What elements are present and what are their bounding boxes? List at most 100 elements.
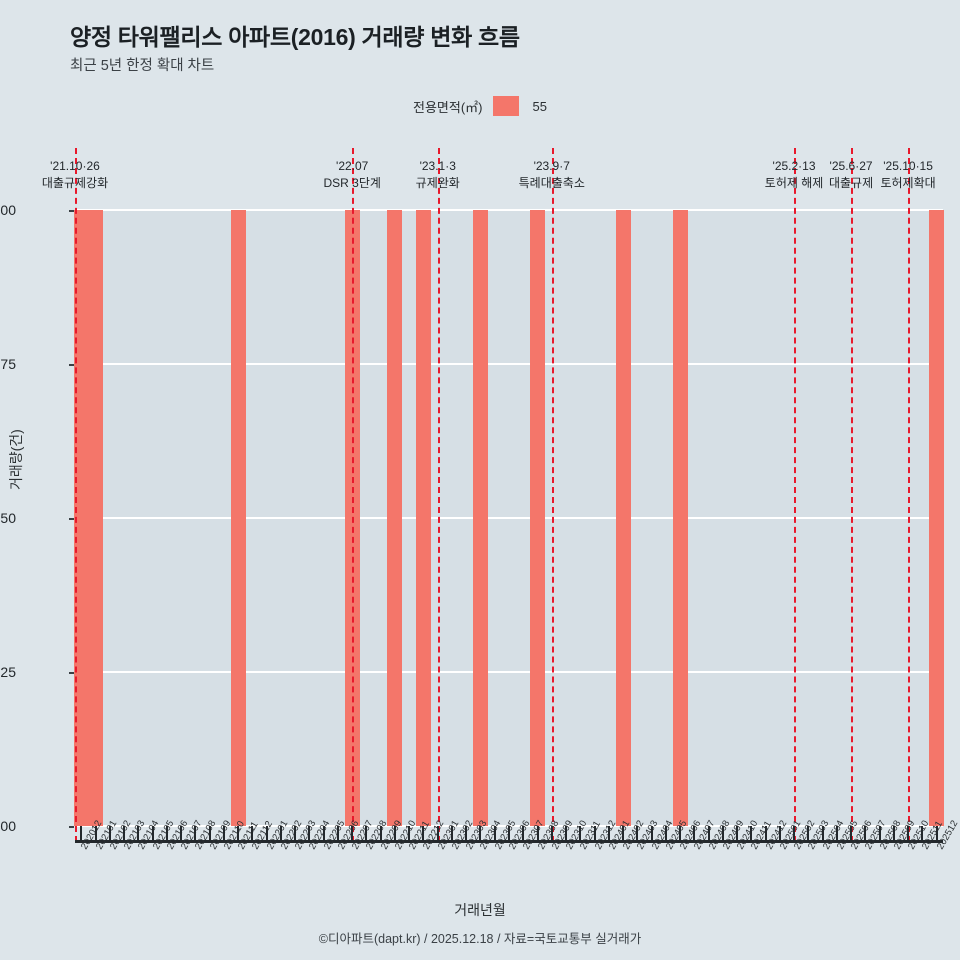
x-axis-tick-mark <box>793 826 796 840</box>
x-axis-tick-mark <box>721 826 724 840</box>
event-line <box>794 148 797 842</box>
y-axis-tick-mark <box>69 518 74 520</box>
legend-title: 전용면적(㎡) <box>413 99 483 115</box>
x-axis-tick-mark <box>279 826 282 840</box>
x-axis-title: 거래년월 <box>454 902 506 918</box>
x-axis-tick-mark <box>764 826 767 840</box>
gridline <box>75 363 943 365</box>
event-date: '23.9·7 <box>533 159 570 173</box>
event-line <box>437 148 440 842</box>
x-axis-tick-mark <box>778 826 781 840</box>
event-date: '22.07 <box>336 159 369 173</box>
x-axis-tick-mark <box>94 826 97 840</box>
bar[interactable] <box>73 210 89 826</box>
event-annotation: '23.9·7 특례대출축소 <box>519 158 585 192</box>
x-axis-tick-mark <box>365 826 368 840</box>
x-axis-tick-mark <box>123 826 126 840</box>
chart-footer: ©디아파트(dapt.kr) / 2025.12.18 / 자료=국토교통부 실… <box>318 932 642 946</box>
y-axis-tick-label: 1.00 <box>0 202 16 218</box>
chart-legend: 전용면적(㎡) 55 <box>0 96 960 116</box>
x-axis-tick-mark <box>422 826 425 840</box>
x-axis-tick-mark <box>493 826 496 840</box>
x-axis-tick-mark <box>237 826 240 840</box>
x-axis-tick-mark <box>750 826 753 840</box>
y-axis-tick-mark <box>69 364 74 366</box>
x-axis-tick-mark <box>379 826 382 840</box>
event-label: DSR 3단계 <box>323 176 381 190</box>
x-axis-tick-mark <box>650 826 653 840</box>
x-axis-tick-mark <box>622 826 625 840</box>
bar[interactable] <box>472 210 488 826</box>
event-line <box>75 148 77 842</box>
x-axis-tick-mark <box>251 826 254 840</box>
x-axis-tick-mark <box>664 826 667 840</box>
x-axis-tick-mark <box>679 826 682 840</box>
x-axis-tick-mark <box>479 826 482 840</box>
event-date: '25.6·27 <box>829 159 873 173</box>
event-date: '23.1·3 <box>419 159 456 173</box>
event-label: 규제완화 <box>415 176 460 190</box>
event-label: 특례대출축소 <box>518 176 585 190</box>
x-axis-tick-mark <box>878 826 881 840</box>
x-axis-tick-mark <box>907 826 910 840</box>
x-axis-tick-mark <box>108 826 111 840</box>
x-axis-tick-mark <box>308 826 311 840</box>
x-axis-tick-mark <box>222 826 225 840</box>
event-annotation: '21.10·26 대출규제강화 <box>42 158 108 192</box>
x-axis-tick-mark <box>180 826 183 840</box>
x-axis-tick-mark <box>607 826 610 840</box>
x-axis-tick-mark <box>550 826 553 840</box>
page-subtitle: 최근 5년 한정 확대 차트 <box>70 58 215 74</box>
bar[interactable] <box>530 210 545 826</box>
bar[interactable] <box>230 210 246 826</box>
x-axis-tick-mark <box>636 826 639 840</box>
event-label: 대출규제강화 <box>41 176 109 190</box>
x-axis-tick-mark <box>707 826 710 840</box>
x-axis-tick-mark <box>151 826 154 840</box>
event-date: '25.2·13 <box>772 159 816 173</box>
y-axis-tick-mark <box>69 210 74 212</box>
x-axis-tick-mark <box>522 826 525 840</box>
event-annotation: '22.07 DSR 3단계 <box>323 158 380 192</box>
y-axis-tick-label: 0.00 <box>0 818 16 834</box>
x-axis-tick-mark <box>322 826 325 840</box>
event-line <box>908 148 911 842</box>
x-axis-tick-mark <box>565 826 567 840</box>
event-date: '25.10·15 <box>883 159 933 173</box>
gridline <box>75 517 943 519</box>
event-line <box>851 148 854 842</box>
bar[interactable] <box>415 210 431 826</box>
event-label: 대출규제 <box>828 176 874 190</box>
x-axis-tick-mark <box>436 826 439 840</box>
x-axis-tick-mark <box>864 826 867 840</box>
bar[interactable] <box>615 210 631 826</box>
x-axis-tick-mark <box>393 826 396 840</box>
x-axis-tick-mark <box>351 826 354 840</box>
legend-value-55: 55 <box>532 98 547 114</box>
event-line <box>551 148 554 842</box>
bar[interactable] <box>88 210 104 826</box>
event-label: 토허제확대 <box>880 176 936 190</box>
x-axis-tick-mark <box>736 826 739 840</box>
x-axis-tick-mark <box>265 826 268 840</box>
bar[interactable] <box>672 210 688 826</box>
x-axis-tick-mark <box>693 826 696 840</box>
x-axis-tick-mark <box>593 826 596 840</box>
gridline <box>75 209 943 211</box>
event-annotation: '25.2·13 토허제 해제 <box>765 158 824 192</box>
x-axis-tick-mark <box>450 826 453 840</box>
y-axis-tick-label: 0.25 <box>0 664 16 680</box>
x-axis-tick-mark <box>465 826 468 840</box>
x-axis-tick-mark <box>80 826 83 840</box>
bar[interactable] <box>929 210 945 826</box>
y-axis-tick-mark <box>69 672 74 674</box>
x-axis-tick-mark <box>807 826 810 840</box>
bar[interactable] <box>387 210 403 826</box>
plot-area <box>73 148 945 842</box>
event-label: 토허제 해제 <box>764 176 824 190</box>
x-axis-tick-mark <box>336 826 339 840</box>
x-axis-tick-mark <box>408 826 411 840</box>
x-axis-tick-mark <box>508 826 510 840</box>
x-axis-tick-mark <box>536 826 539 840</box>
y-axis-title: 거래량(건) <box>8 429 24 490</box>
